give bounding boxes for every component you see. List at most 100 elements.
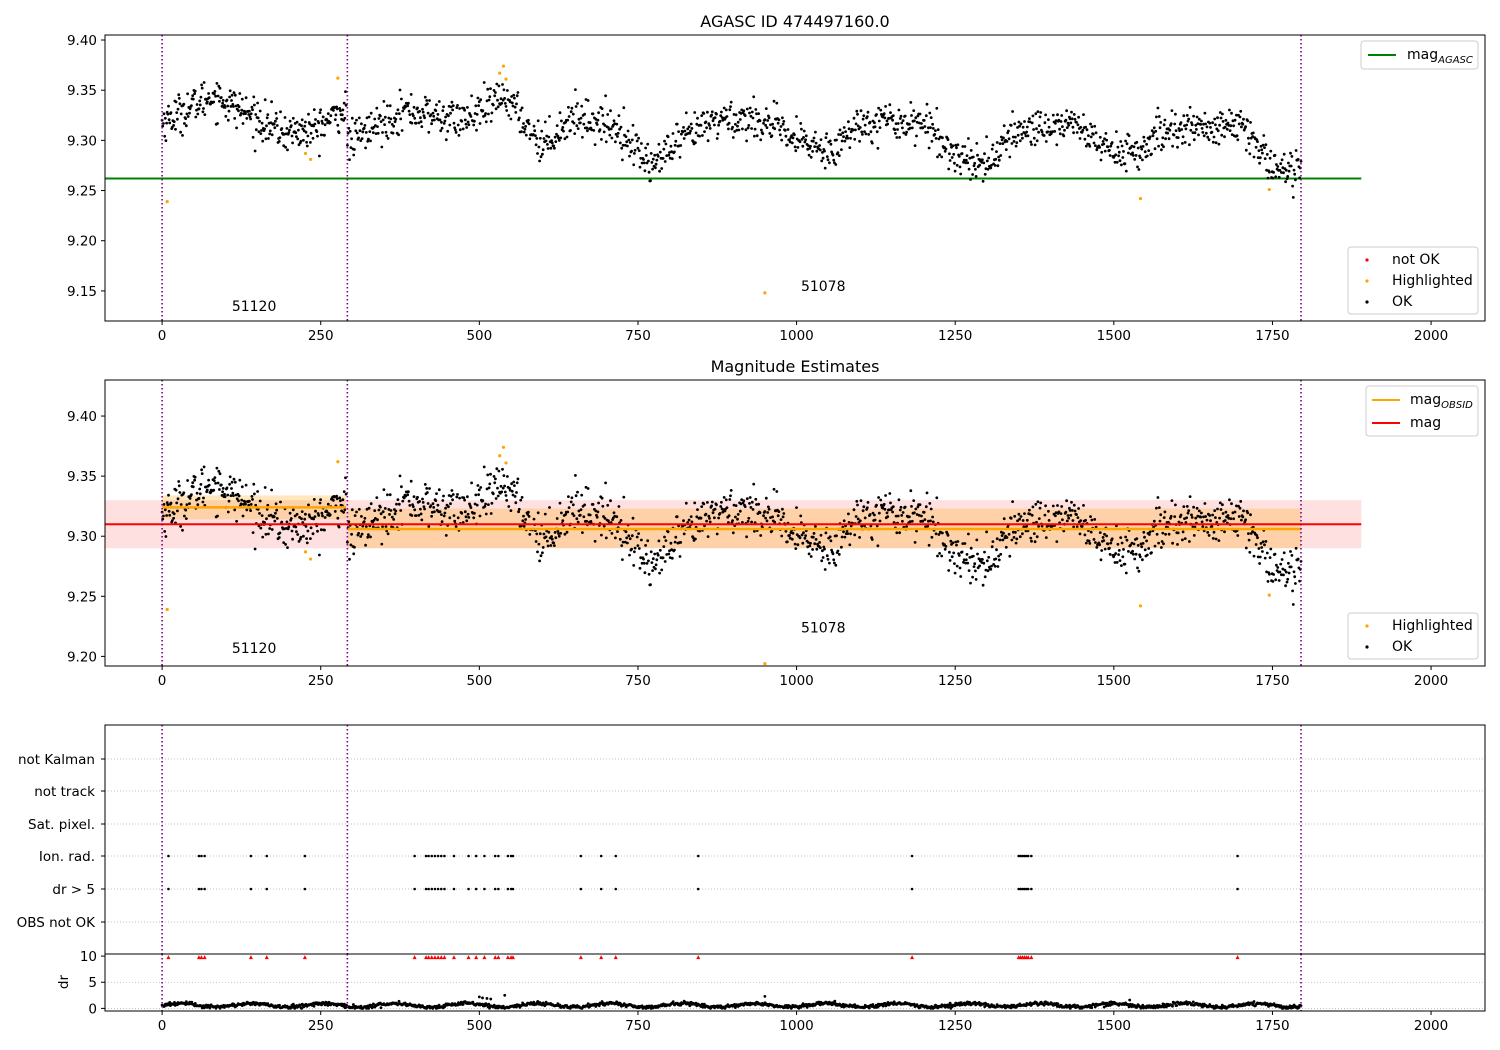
ok-point: [1291, 589, 1294, 593]
ok-point: [766, 119, 770, 122]
ok-point: [237, 494, 241, 498]
ok-point: [363, 124, 367, 127]
ok-point: [1073, 117, 1077, 121]
ok-point: [1230, 502, 1233, 506]
ok-point: [913, 541, 917, 544]
ok-point: [526, 513, 530, 516]
ok-point: [375, 106, 379, 110]
ok-point: [995, 141, 999, 144]
ok-point: [1203, 502, 1207, 505]
ok-point: [987, 156, 991, 160]
highlighted-point: [501, 445, 506, 449]
ok-point: [190, 104, 193, 107]
ok-point: [274, 511, 277, 515]
ok-point: [708, 517, 711, 520]
ok-point: [593, 539, 597, 543]
ok-point: [807, 144, 810, 148]
ok-point: [1152, 126, 1156, 130]
ok-point: [169, 501, 173, 505]
ok-point: [302, 534, 305, 538]
ok-point: [305, 140, 308, 144]
ok-point: [545, 529, 549, 533]
ok-point: [207, 96, 211, 100]
ok-point: [1290, 554, 1294, 557]
ok-point: [1160, 546, 1163, 549]
ok-point: [1281, 166, 1285, 170]
ok-point: [425, 99, 429, 102]
ok-point: [1011, 135, 1015, 139]
ok-point: [545, 134, 549, 138]
ok-point: [1051, 113, 1055, 117]
ok-point: [728, 108, 732, 112]
ok-point: [228, 482, 232, 486]
ok-point: [273, 519, 277, 523]
ok-point: [1039, 111, 1043, 114]
ok-point: [748, 111, 751, 115]
ok-point: [664, 142, 668, 146]
ok-point: [254, 503, 258, 507]
highlighted-point: [498, 71, 502, 75]
ok-point: [1294, 546, 1298, 550]
ok-point: [867, 133, 871, 136]
ok-point: [1098, 531, 1102, 534]
ok-point: [1115, 561, 1119, 564]
ok-point: [303, 124, 307, 128]
ok-point: [430, 514, 433, 518]
ok-point: [1040, 524, 1044, 528]
flag-point: [427, 887, 430, 891]
agasc-points-legend: not OK Highlighted OK: [1347, 246, 1479, 315]
ok-point: [541, 148, 545, 152]
ok-point: [338, 496, 342, 500]
ok-point: [753, 134, 756, 138]
ok-point: [767, 116, 771, 120]
ok-point: [870, 141, 874, 145]
ok-point: [681, 130, 685, 134]
ok-point: [1037, 517, 1041, 520]
ok-point: [388, 513, 391, 516]
ok-point: [631, 516, 635, 520]
ok-point: [740, 108, 744, 112]
ok-point: [280, 520, 284, 524]
ok-point: [510, 101, 514, 105]
ok-point: [573, 132, 577, 136]
highlighted-point: [504, 77, 508, 81]
ok-point: [302, 129, 306, 133]
ok-point: [186, 92, 190, 96]
ok-point: [670, 556, 674, 560]
ok-point: [915, 120, 919, 124]
dr-point: [586, 1002, 590, 1005]
ok-point: [760, 128, 763, 132]
ok-point: [212, 100, 216, 104]
ok-point: [849, 532, 852, 536]
flag-point: [483, 854, 486, 858]
ok-point: [163, 508, 167, 512]
ok-point: [602, 524, 606, 528]
ok-point: [466, 120, 470, 124]
ok-point: [496, 494, 500, 498]
ok-point: [1119, 140, 1123, 143]
ok-point: [336, 516, 340, 520]
ok-point: [829, 142, 833, 146]
ok-point: [1263, 157, 1267, 161]
dr-point: [1090, 1006, 1094, 1010]
ok-point: [1177, 127, 1181, 130]
ok-point: [249, 112, 253, 116]
flag-point: [1030, 854, 1033, 858]
ok-point: [1289, 565, 1293, 569]
ok-point: [637, 136, 640, 140]
ok-point: [576, 520, 580, 524]
ok-point: [654, 166, 657, 170]
ok-point: [778, 128, 781, 132]
ok-point: [422, 505, 426, 508]
ok-point: [570, 106, 574, 110]
dr-point: [487, 1002, 491, 1006]
ok-point: [825, 155, 829, 159]
ok-point: [421, 110, 425, 114]
ok-point: [407, 109, 411, 113]
ok-point: [775, 490, 779, 493]
ok-point: [342, 490, 346, 493]
ok-point: [268, 527, 272, 530]
ok-point: [1221, 112, 1224, 116]
ok-point: [538, 559, 541, 563]
ok-point: [930, 139, 934, 143]
